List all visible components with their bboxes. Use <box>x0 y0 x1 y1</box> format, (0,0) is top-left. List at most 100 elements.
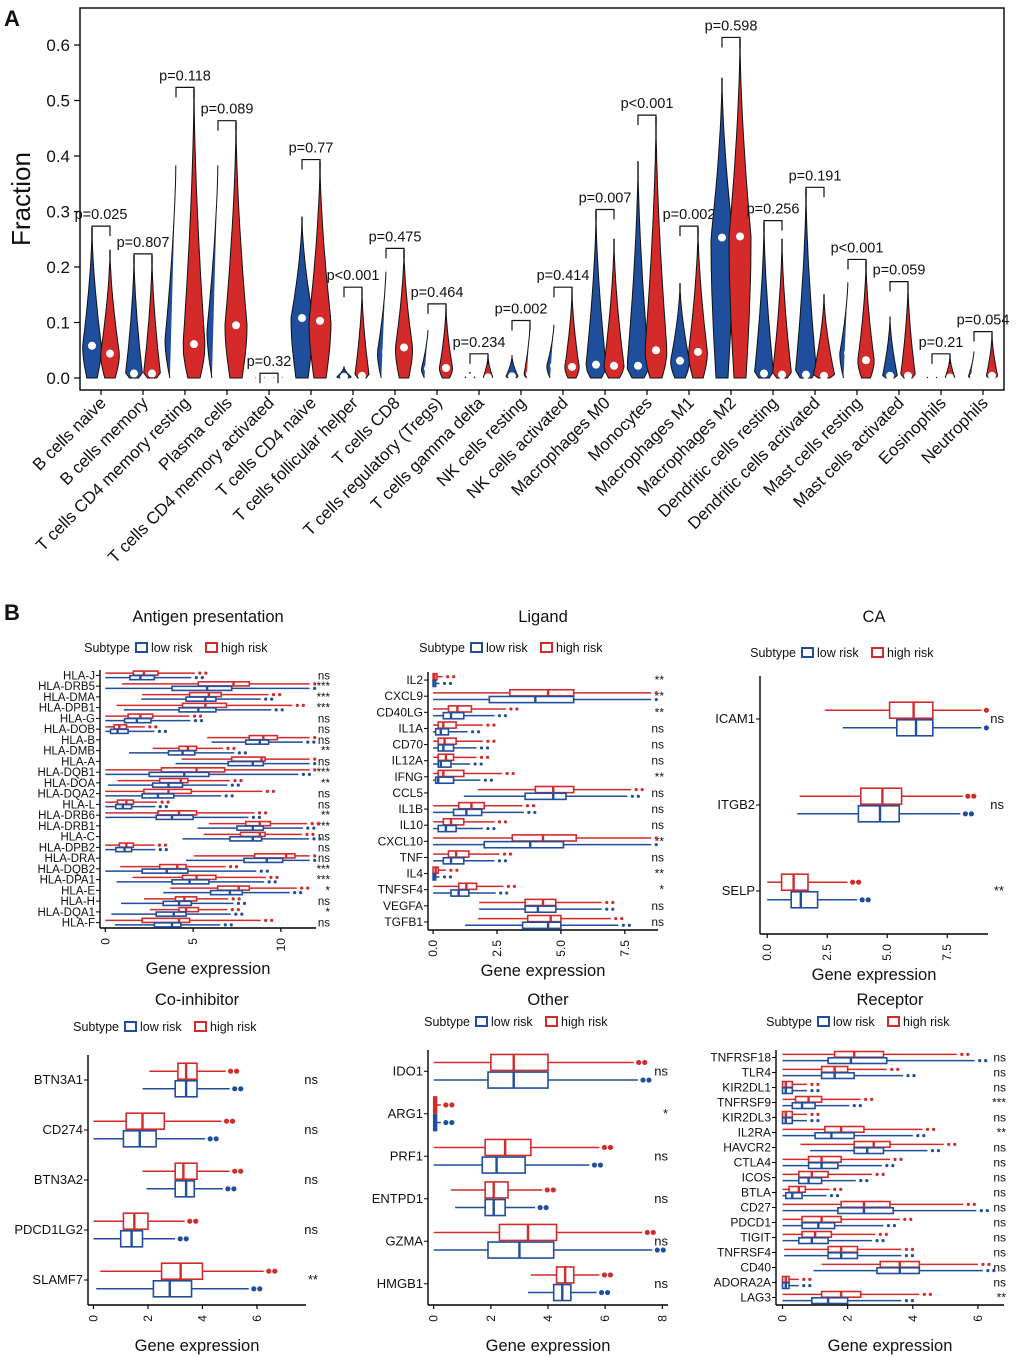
significance-label: ns <box>318 713 330 725</box>
boxplot-panel-0: Antigen presentation Subtype low risk high … <box>37 608 330 978</box>
gene-label: HLA-DQB2 <box>37 864 95 876</box>
outlier-high <box>910 1247 915 1251</box>
box-low <box>434 727 450 736</box>
outlier-high <box>512 884 516 888</box>
box-high <box>524 898 557 907</box>
box-high <box>484 1138 532 1157</box>
outlier-low <box>859 897 865 903</box>
significance-label: *** <box>317 767 331 779</box>
legend-label-high: high risk <box>887 646 934 660</box>
gene-label: CXCL9 <box>384 689 423 703</box>
outlier-high <box>904 1247 909 1251</box>
gene-label: TIGIT <box>740 1231 771 1245</box>
outlier-low <box>225 1186 231 1192</box>
outlier-low <box>922 1134 926 1138</box>
gene-label: ENTPD1 <box>372 1191 423 1206</box>
outlier-high <box>550 1187 556 1193</box>
outlier-high <box>257 811 262 815</box>
outlier-low <box>962 811 969 817</box>
gene-label: IDO1 <box>393 1063 423 1078</box>
outlier-high <box>277 693 282 697</box>
outlier-high <box>896 1067 900 1071</box>
x-tick-label: 0 <box>98 938 112 945</box>
median-low-10 <box>508 372 516 381</box>
outlier-high <box>816 1112 820 1116</box>
significance-label: ns <box>654 1191 668 1206</box>
outlier-high <box>611 900 615 905</box>
box-high <box>801 1230 833 1239</box>
gene-label: BTLA <box>741 1186 771 1200</box>
box-low <box>790 890 819 909</box>
outlier-high <box>313 736 317 740</box>
outlier-high <box>228 865 233 869</box>
violin-low-3 <box>206 165 219 379</box>
outlier-high <box>492 723 496 727</box>
outlier-low <box>312 826 316 830</box>
legend-label-low: low risk <box>151 641 193 655</box>
box-high <box>781 1080 794 1089</box>
gene-label: CTLA4 <box>734 1156 772 1170</box>
significance-label: ns <box>993 1276 1006 1290</box>
outlier-high <box>884 1232 888 1236</box>
median-low-18 <box>844 349 852 358</box>
box-high <box>457 882 478 891</box>
gene-label: GZMA <box>385 1233 423 1248</box>
outlier-high <box>193 1218 199 1224</box>
significance-label: ns <box>318 735 330 747</box>
outlier-low <box>213 1136 219 1142</box>
outlier-high <box>295 703 299 707</box>
outlier-high <box>634 787 638 792</box>
violin-high-12 <box>603 238 625 379</box>
outlier-low <box>236 783 240 787</box>
legend-swatch-high <box>540 642 553 653</box>
outlier-low <box>193 719 198 723</box>
boxplot-panel-4: Other Subtype low risk high risk 0 2 4 6 8 Gene e… <box>372 991 670 1355</box>
pvalue-bracket <box>805 186 825 198</box>
box-high <box>511 834 578 842</box>
outlier-low <box>503 714 508 718</box>
panel-label-b: B <box>4 600 20 625</box>
significance-label: ** <box>655 689 665 703</box>
gene-label: CD40LG <box>376 705 423 719</box>
significance-label: ns <box>304 1172 318 1187</box>
box-low <box>244 739 270 745</box>
outlier-low <box>621 923 625 927</box>
y-tick-label: 0.4 <box>46 147 70 166</box>
legend-swatch-high <box>545 1016 558 1027</box>
x-tick-label: 4 <box>906 1315 920 1322</box>
panel-title: CA <box>863 608 886 626</box>
gene-label: LAG3 <box>740 1291 771 1305</box>
significance-label: ns <box>318 853 330 865</box>
gene-label: CXCL10 <box>378 834 424 848</box>
outlier-high <box>810 1112 814 1116</box>
outlier-high <box>154 725 158 729</box>
outlier-high <box>306 886 310 890</box>
outlier-high <box>271 693 276 697</box>
pvalue-label: p=0.025 <box>75 207 128 223</box>
violin-high-3 <box>224 122 248 379</box>
outlier-high <box>310 822 314 826</box>
outlier-high <box>449 1102 455 1108</box>
gene-label: IL2RA <box>738 1126 771 1140</box>
outlier-high <box>511 771 515 776</box>
pvalue-bracket <box>637 114 657 126</box>
outlier-low <box>473 762 477 766</box>
y-tick-label: 0.3 <box>46 203 70 222</box>
gene-label: ICAM1 <box>715 711 755 726</box>
outlier-high <box>875 1172 879 1176</box>
violin-low-10 <box>505 355 519 379</box>
significance-label: * <box>326 907 331 919</box>
outlier-high <box>650 1229 656 1236</box>
outlier-low <box>611 907 615 911</box>
legend-title: Subtype <box>419 641 465 655</box>
outlier-high <box>231 897 235 901</box>
significance-label: ** <box>321 810 330 822</box>
gene-label: HLA-DQB1 <box>37 767 95 779</box>
outlier-high <box>486 739 490 743</box>
outlier-low <box>591 1162 598 1168</box>
gene-label: BTN3A2 <box>34 1172 83 1187</box>
gene-label: HLA-DRB5 <box>38 681 95 693</box>
box-low <box>434 776 455 785</box>
outlier-low <box>936 1149 941 1153</box>
outlier-high <box>881 1172 885 1176</box>
